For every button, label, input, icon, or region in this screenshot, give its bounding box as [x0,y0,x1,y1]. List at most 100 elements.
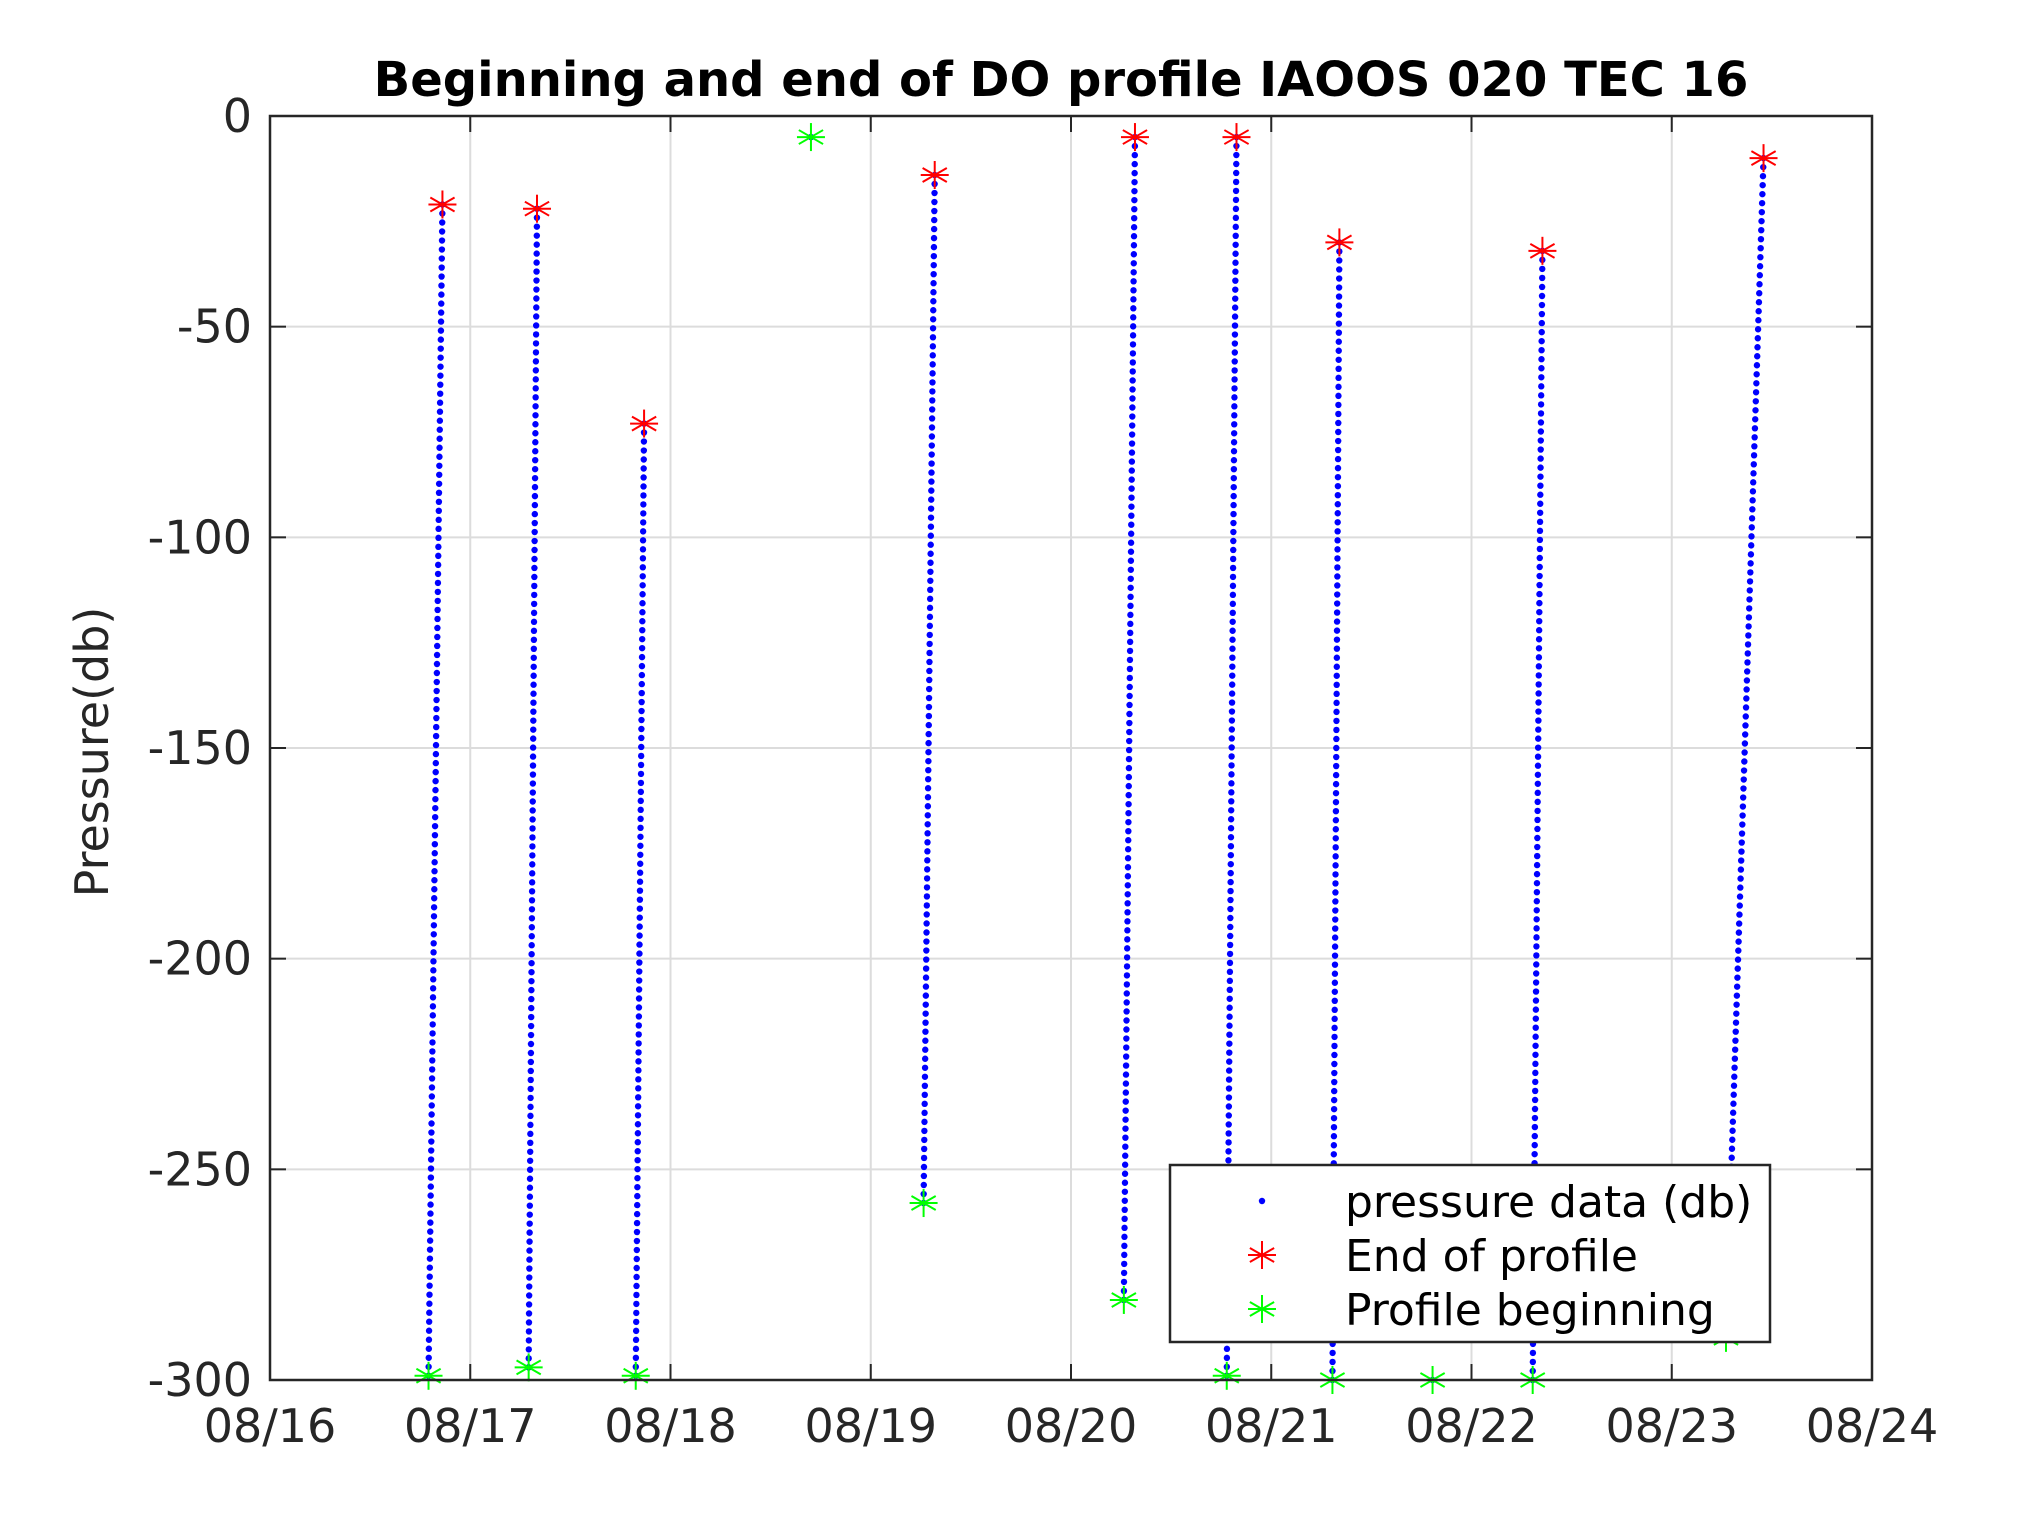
pressure-data-point [432,804,439,812]
pressure-data-point [925,730,932,738]
pressure-data-point [426,1282,433,1289]
pressure-data-point [438,291,445,298]
pressure-data-point [639,600,646,607]
pressure-data-point [530,663,537,670]
pressure-data-point [928,433,936,440]
plot-frame [268,114,1874,1382]
pressure-data-point [632,1345,640,1353]
x-tick-label: 08/22 [1405,1399,1538,1453]
pressure-data-point [426,1264,434,1271]
pressure-data-point [531,456,539,464]
pressure-data-point [1537,428,1545,435]
pressure-data-point [924,821,931,828]
pressure-data-point [1746,596,1753,603]
pressure-data-point [1123,954,1131,961]
pressure-data-point [425,1345,433,1352]
pressure-data-point [635,1022,643,1029]
pressure-data-point [1122,1116,1129,1123]
pressure-data-point [533,277,540,284]
pressure-data-point [1537,500,1544,507]
pressure-data-point [634,1148,641,1155]
pressure-data-point [1536,509,1544,516]
pressure-data-point [1122,1143,1129,1150]
pressure-data-point [432,759,440,767]
pressure-data-point [530,627,538,635]
pressure-data-point [1121,1233,1128,1241]
pressure-data-point [931,198,938,206]
pressure-data-point [634,1130,642,1137]
pressure-data-point [532,340,540,347]
pressure-data-point [527,1022,535,1030]
pressure-data-point [435,480,443,487]
pressure-data-point [921,1082,929,1090]
pressure-data-point [428,1084,436,1091]
pressure-data-point [1731,1046,1739,1053]
pressure-data-point [1125,800,1132,808]
pressure-data-point [1129,404,1136,411]
pressure-data-point [1226,941,1234,949]
pressure-data-point [1537,491,1544,498]
pressure-data-point [527,1076,534,1084]
pressure-data-point [635,1031,642,1038]
pressure-data-point [1331,961,1339,968]
pressure-data-point [1229,672,1236,679]
pressure-data-point [1534,807,1541,815]
pressure-data-point [1332,907,1339,914]
pressure-data-point [1124,936,1131,943]
pressure-data-point [433,687,440,695]
pressure-data-point [639,591,646,598]
pressure-data-point [1534,834,1541,842]
pressure-data-point [634,1183,641,1191]
pressure-data-point [531,465,539,473]
pressure-data-point [1127,530,1135,537]
pressure-data-point [1759,190,1766,198]
profile-beginning-marker [909,1189,938,1218]
pressure-data-point [1228,735,1235,742]
pressure-data-point [1531,1132,1538,1140]
pressure-data-point [925,748,932,756]
pressure-data-point [1533,943,1540,950]
pressure-data-point [1129,341,1137,348]
pressure-data-point [926,667,933,675]
pressure-data-point [1746,587,1753,594]
pressure-data-point [438,300,445,307]
pressure-data-point [928,415,936,422]
pressure-data-point [529,843,536,850]
pressure-data-point [632,1354,640,1362]
pressure-data-point [436,417,444,424]
pressure-data-point [1538,274,1546,282]
legend-entry-label: Profile beginning [1345,1285,1715,1336]
pressure-data-point [1126,728,1133,736]
pressure-data-point [1230,492,1237,500]
pressure-data-point [425,1327,433,1334]
x-tick-label: 08/24 [1806,1399,1939,1453]
pressure-data-point [1229,582,1237,590]
pressure-data-point [639,546,647,553]
pressure-data-point [428,1066,436,1073]
pressure-data-point [429,1039,436,1046]
pressure-data-point [1126,665,1134,673]
pressure-data-point [1331,1060,1338,1068]
pressure-data-point [638,680,645,688]
pressure-data-point [635,986,643,993]
pressure-data-point [927,550,934,557]
pressure-data-point [1124,909,1131,916]
pressure-data-point [532,448,539,455]
pressure-data-point [637,833,644,840]
pressure-data-point [633,1219,641,1227]
pressure-data-point [927,586,934,594]
pressure-data-point [428,1075,436,1082]
pressure-data-point [1538,283,1546,291]
pressure-data-point [929,352,936,359]
pressure-data-point [1532,1042,1539,1049]
pressure-data-point [633,1300,640,1308]
pressure-data-point [1731,1073,1738,1080]
pressure-data-point [1128,512,1135,519]
pressure-data-point [1121,1197,1128,1204]
pressure-data-point [530,690,537,697]
pressure-data-point [1121,1251,1128,1259]
pressure-data-point [426,1246,434,1253]
pressure-data-point [429,1057,436,1064]
pressure-data-point [924,812,931,819]
pressure-data-point [926,658,933,666]
